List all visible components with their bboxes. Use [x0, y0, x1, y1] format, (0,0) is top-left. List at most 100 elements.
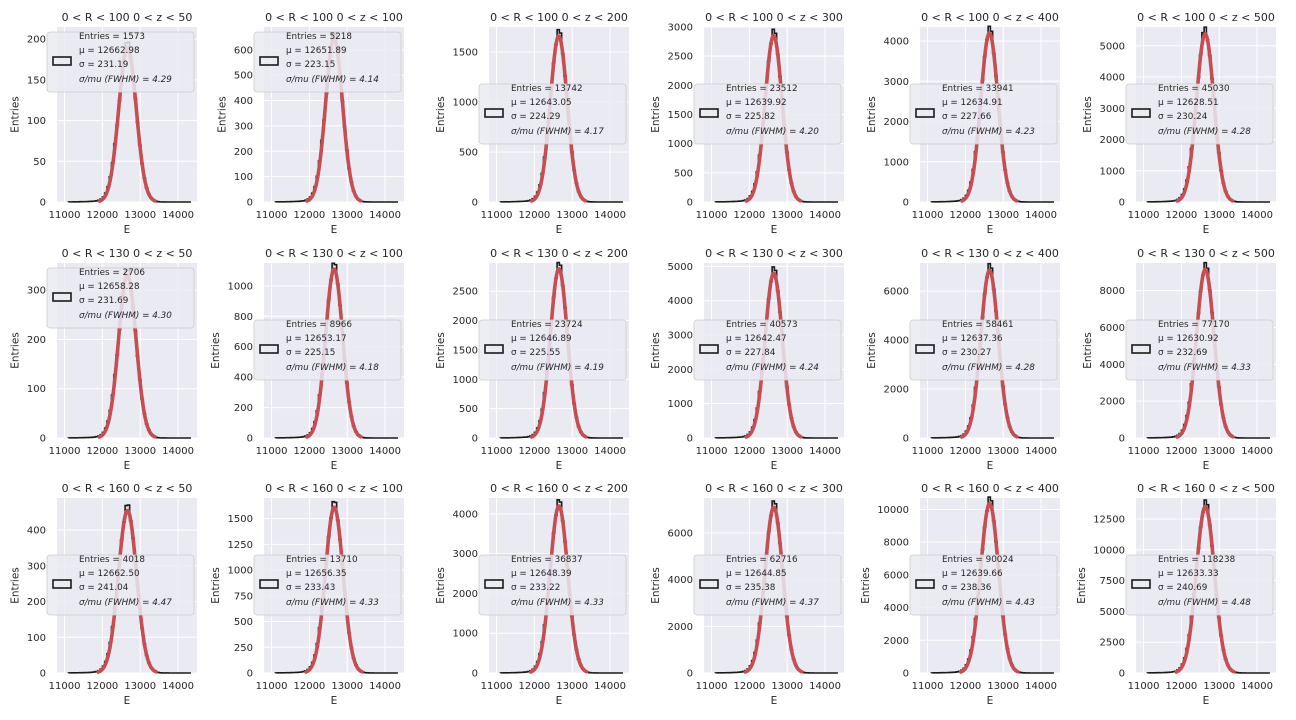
subplot-panel: 11000 12000 13000 14000 0 200 400 600 800 1000 E En…	[210, 247, 404, 472]
legend-handle	[699, 579, 719, 589]
x-tick-label: 11000	[912, 446, 944, 457]
x-tick-label: 11000	[912, 210, 944, 221]
legend-sigma: σ = 227.84	[726, 348, 776, 358]
legend-sigma: σ = 233.22	[511, 583, 560, 593]
x-tick-label: 11000	[1128, 681, 1160, 692]
legend-resolution: σ/mu (FWHM) = 4.33	[1158, 363, 1251, 373]
legend-frame	[909, 554, 1058, 616]
legend-mu: μ = 12646.89	[511, 334, 572, 344]
legend-sigma: σ = 231.19	[79, 60, 128, 70]
y-tick-label: 2000	[884, 385, 909, 396]
legend-mu: μ = 12662.98	[79, 46, 140, 56]
subplot-title: 0 < R < 130 0 < z < 50	[62, 247, 193, 260]
legend-mu: μ = 12662.50	[79, 569, 140, 579]
legend-frame	[693, 83, 842, 145]
subplot-panel: 11000 12000 13000 140000100200300400500600E…	[216, 11, 404, 236]
legend-entries: Entries = 4018	[79, 555, 145, 565]
legend-frame	[46, 31, 195, 93]
legend-frame	[478, 319, 627, 381]
x-tick-label: 11000	[696, 446, 728, 457]
x-tick-label: 13000	[771, 681, 803, 692]
legend: Entries = 45030 μ = 12628.51 σ = 230.24 σ/m…	[1125, 83, 1274, 145]
y-tick-label: 0	[903, 669, 909, 680]
legend-sigma: σ = 240.69	[1158, 583, 1207, 593]
legend-handle	[484, 579, 504, 589]
legend-resolution: σ/mu (FWHM) = 4.19	[511, 363, 604, 373]
legend-frame	[693, 554, 842, 616]
y-tick-label: 2000	[1100, 397, 1125, 408]
y-tick-label: 4000	[1100, 73, 1125, 84]
legend-resolution: σ/mu (FWHM) = 4.28	[1158, 127, 1251, 137]
x-tick-label: 13000	[987, 681, 1019, 692]
x-axis-label: E	[556, 224, 563, 236]
y-tick-label: 0	[40, 669, 46, 680]
x-tick-label: 14000	[1025, 210, 1057, 221]
x-tick-label: 11000	[49, 446, 81, 457]
legend-mu: μ = 12648.39	[511, 569, 572, 579]
y-tick-label: 2500	[453, 287, 478, 298]
subplot-panel: 11000 12000 13000 14000 0 100 200 300 E Entries 0 …	[9, 247, 197, 472]
y-tick-label: 800	[234, 312, 253, 323]
legend-entries: Entries = 8966	[286, 320, 352, 330]
legend-mu: μ = 12644.85	[726, 569, 787, 579]
legend-sigma: σ = 232.69	[1158, 348, 1207, 358]
legend-handle	[915, 579, 935, 589]
legend: Entries = 13742 μ = 12643.05 σ = 224.29 σ/m…	[478, 83, 627, 145]
x-tick-label: 11000	[49, 210, 81, 221]
legend-entries: Entries = 36837	[511, 555, 583, 565]
x-tick-label: 11000	[481, 210, 513, 221]
legend-sigma: σ = 230.24	[1158, 112, 1208, 122]
y-tick-label: 4000	[668, 575, 693, 586]
legend-resolution: σ/mu (FWHM) = 4.23	[942, 127, 1035, 137]
y-tick-label: 1000	[884, 157, 909, 168]
x-tick-label: 14000	[162, 210, 194, 221]
legend-resolution: σ/mu (FWHM) = 4.24	[726, 363, 819, 373]
legend-resolution: σ/mu (FWHM) = 4.37	[726, 598, 819, 608]
legend-sigma: σ = 241.04	[79, 583, 129, 593]
y-tick-label: 1000	[1100, 166, 1125, 177]
x-tick-label: 11000	[256, 210, 288, 221]
y-tick-label: 400	[27, 526, 46, 537]
x-axis-label: E	[987, 224, 994, 236]
gaussian-fit-curve	[529, 34, 588, 203]
y-axis-label: Entries	[216, 96, 228, 133]
x-axis-label: E	[987, 460, 994, 472]
y-tick-label: 8000	[1100, 286, 1125, 297]
subplot-title: 0 < R < 100 0 < z < 300	[705, 11, 843, 24]
gaussian-fit-curve	[744, 33, 803, 203]
subplot-title: 0 < R < 130 0 < z < 500	[1137, 247, 1275, 260]
x-tick-label: 13000	[331, 446, 363, 457]
y-tick-label: 0	[903, 434, 909, 445]
x-tick-label: 14000	[369, 210, 401, 221]
y-tick-label: 1250	[228, 540, 253, 551]
y-tick-label: 750	[234, 591, 253, 602]
y-tick-label: 5000	[1100, 41, 1125, 52]
y-tick-label: 4000	[884, 603, 909, 614]
x-tick-label: 14000	[1025, 446, 1057, 457]
y-tick-label: 500	[674, 168, 693, 179]
legend-sigma: σ = 225.15	[286, 348, 335, 358]
legend-mu: μ = 12658.28	[79, 282, 140, 292]
subplot-panel: 11000 12000 13000 14000 0 2000 4000 6000 E Entrie…	[650, 482, 844, 707]
legend: Entries = 62716 μ = 12644.85 σ = 235.38 σ/m…	[693, 554, 842, 616]
y-tick-label: 400	[234, 373, 253, 384]
legend-entries: Entries = 33941	[942, 84, 1014, 94]
legend-sigma: σ = 225.82	[726, 112, 775, 122]
legend-resolution: σ/mu (FWHM) = 4.48	[1158, 598, 1251, 608]
y-tick-label: 400	[234, 96, 253, 107]
x-tick-label: 11000	[481, 446, 513, 457]
legend-frame	[693, 319, 842, 381]
x-tick-label: 13000	[124, 210, 156, 221]
subplot-panel: 11000 12000 13000 14000 0 2000 4000 6000 8000 100…	[860, 482, 1060, 707]
x-tick-label: 11000	[256, 681, 288, 692]
legend-resolution: σ/mu (FWHM) = 4.17	[511, 127, 604, 137]
legend: Entries = 118238 μ = 12633.33 σ = 240.69 σ/…	[1125, 554, 1274, 616]
y-tick-label: 4000	[884, 336, 909, 347]
legend-frame	[253, 31, 402, 93]
y-axis-label: Entries	[435, 96, 447, 133]
legend: Entries = 90024 μ = 12639.66 σ = 238.36 σ/m…	[909, 554, 1058, 616]
subplot-title: 0 < R < 100 0 < z < 400	[921, 11, 1059, 24]
legend-entries: Entries = 13710	[286, 555, 358, 565]
x-tick-label: 12000	[293, 210, 325, 221]
